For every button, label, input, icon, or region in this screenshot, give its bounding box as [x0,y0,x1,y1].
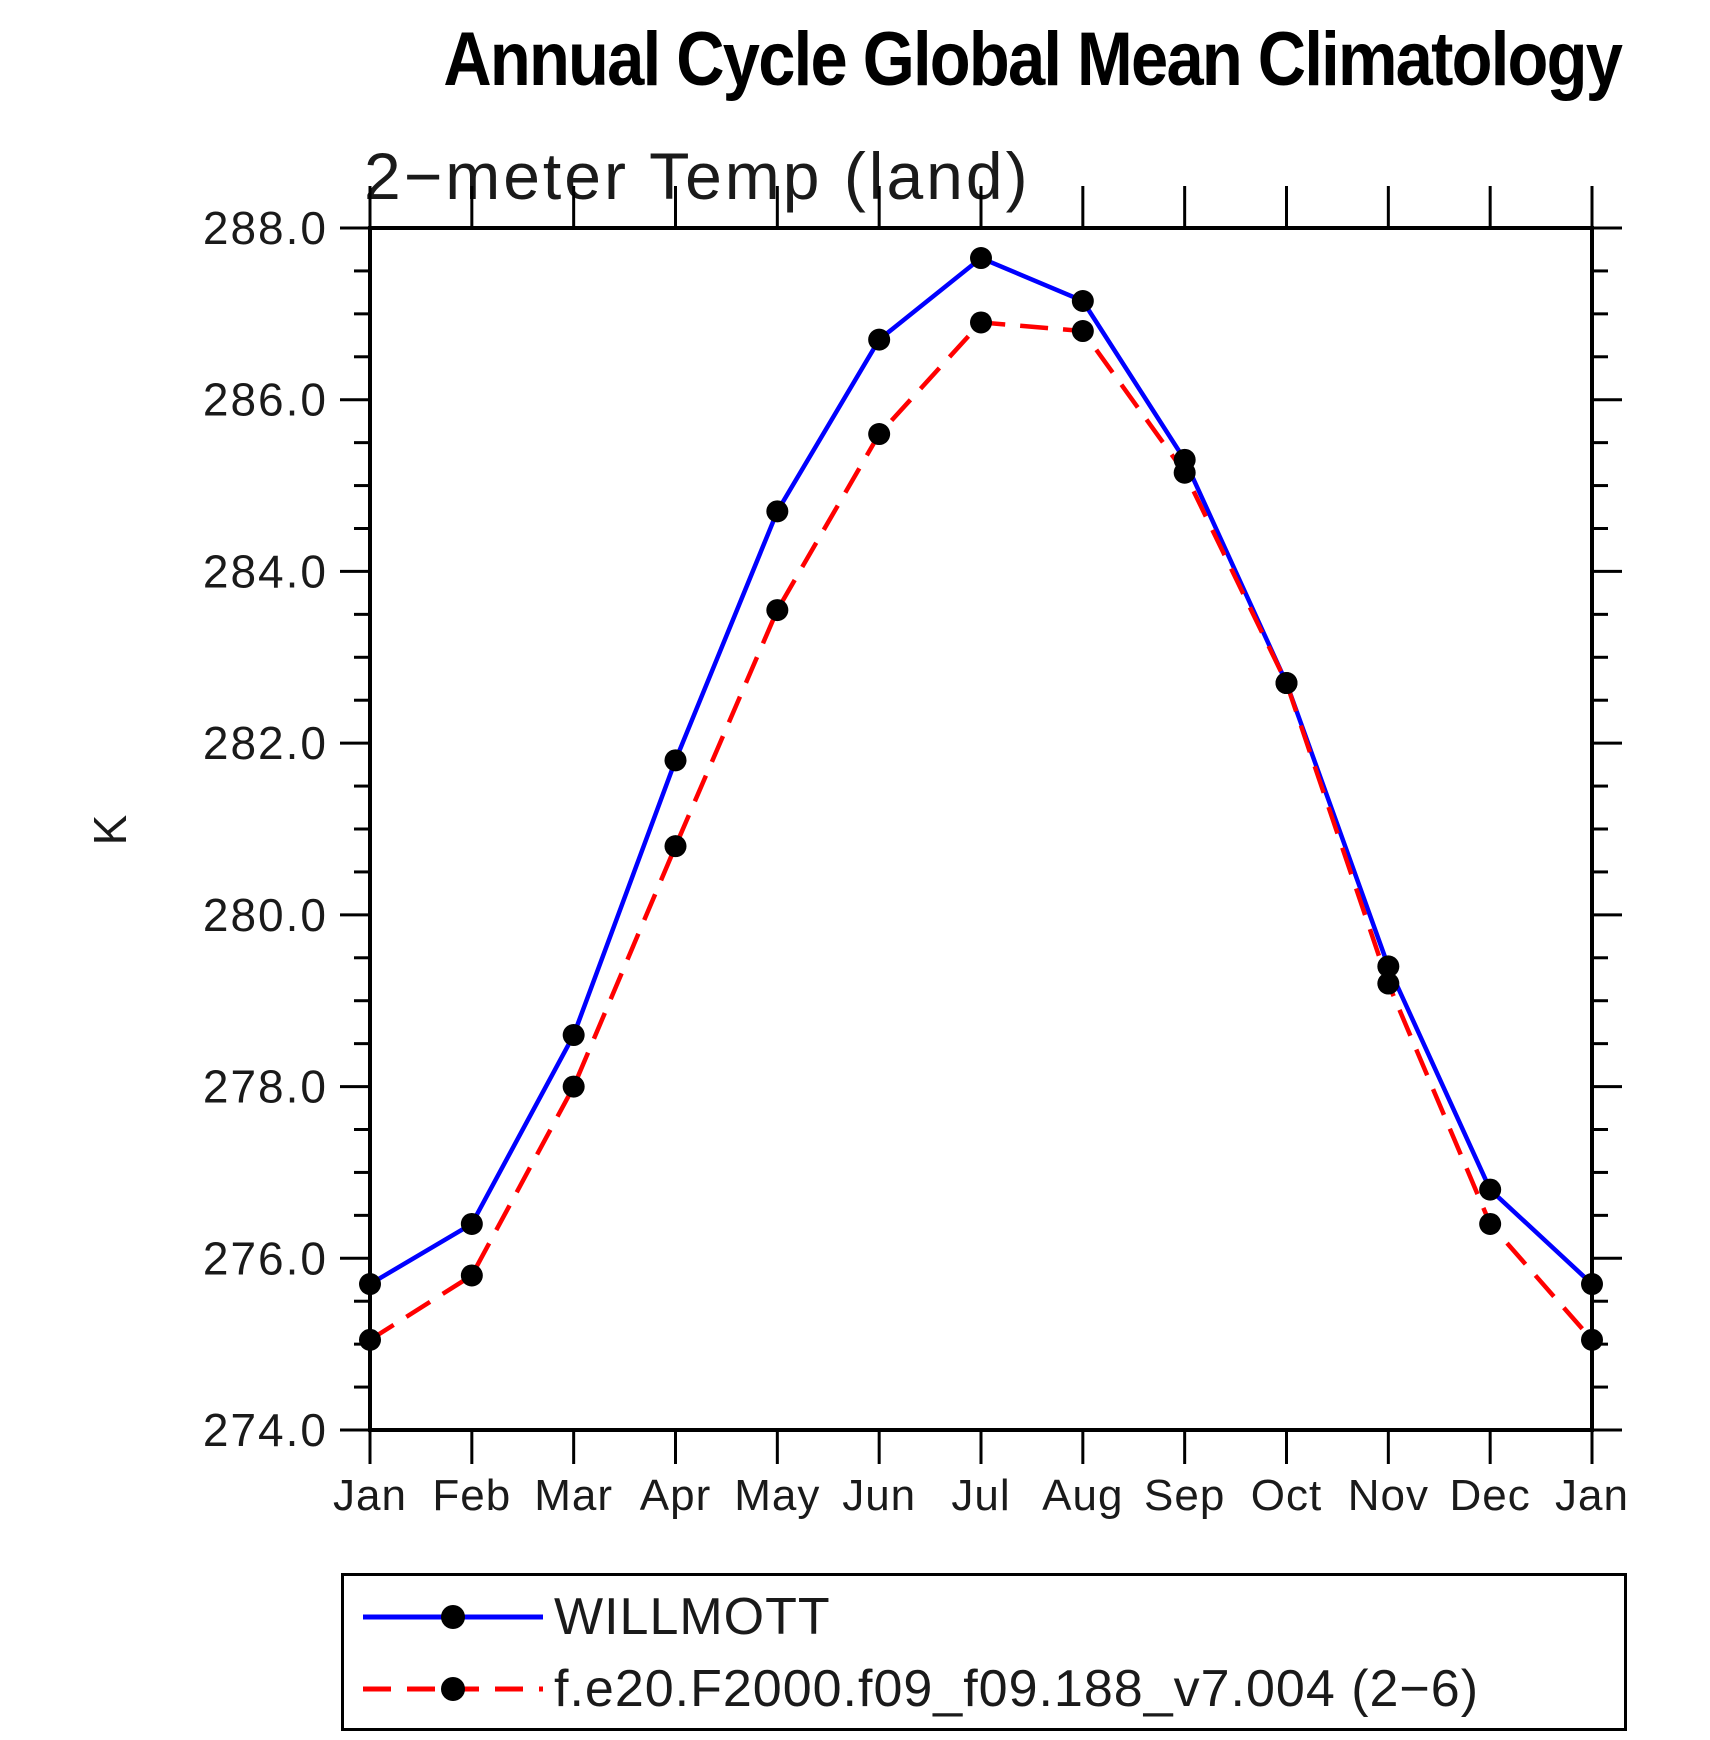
data-point-model [766,599,789,622]
y-tick-label: 280.0 [203,889,328,941]
y-tick-label: 286.0 [203,374,328,426]
data-point-willmott [1479,1178,1502,1201]
data-point-model [868,423,891,446]
data-point-willmott [460,1212,483,1235]
legend-solid-line-sample [363,1605,543,1629]
x-tick-label: Oct [1251,1471,1322,1520]
y-tick-label: 282.0 [203,717,328,769]
data-point-model [460,1264,483,1287]
data-point-willmott [1071,289,1094,312]
x-tick-label: Apr [640,1471,711,1520]
x-tick-label: Aug [1042,1471,1123,1520]
data-point-willmott [664,749,687,772]
legend-label-willmott: WILLMOTT [554,1588,831,1646]
legend-entry-willmott: WILLMOTT [358,1582,831,1652]
chart-title: Annual Cycle Global Mean Climatology [443,17,1623,102]
data-point-model [1173,461,1196,484]
data-point-willmott [562,1024,585,1047]
data-point-model [1479,1212,1502,1235]
x-tick-label: Dec [1450,1471,1531,1520]
x-tick-label: Sep [1144,1471,1225,1520]
legend-marker-dot [441,1677,465,1701]
y-tick-label: 276.0 [203,1232,328,1284]
series-line-model [368,320,1594,1342]
data-point-model [1275,672,1298,695]
data-point-model [664,835,687,858]
data-point-model [562,1075,585,1098]
legend-box: WILLMOTT f.e20.F2000.f09_f09.188_v7.004 … [341,1573,1627,1731]
x-tick-label: Jul [951,1471,1010,1520]
x-tick-label: Mar [534,1471,613,1520]
data-point-willmott [1581,1273,1603,1296]
legend-dashed-line-sample [363,1677,543,1701]
data-point-willmott [359,1273,381,1296]
y-tick-label: 284.0 [203,545,328,597]
data-point-willmott [970,247,992,270]
data-point-model [359,1328,381,1351]
data-point-willmott [1377,955,1400,978]
data-point-model [1581,1328,1603,1351]
y-tick-label: 274.0 [203,1404,328,1456]
x-tick-label: Jun [842,1471,916,1520]
data-point-willmott [868,328,891,351]
x-tick-label: Jan [333,1471,407,1520]
data-point-model [970,311,992,334]
x-tick-label: Feb [432,1471,511,1520]
legend-entry-model: f.e20.F2000.f09_f09.188_v7.004 (2−6) [358,1654,1479,1724]
chart-subtitle: 2−meter Temp (land) [364,139,1031,213]
y-tick-label: 278.0 [203,1061,328,1113]
data-point-willmott [766,500,789,523]
data-point-model [1377,972,1400,995]
x-tick-label: Nov [1348,1471,1429,1520]
series-line-willmott [368,255,1594,1286]
data-point-model [1071,320,1094,343]
plot-frame [368,226,1594,1432]
legend-label-model: f.e20.F2000.f09_f09.188_v7.004 (2−6) [554,1660,1480,1718]
y-tick-label: 288.0 [203,202,328,254]
x-tick-label: Jan [1555,1471,1629,1520]
legend-marker-dot [441,1605,465,1629]
x-tick-label: May [734,1471,820,1520]
